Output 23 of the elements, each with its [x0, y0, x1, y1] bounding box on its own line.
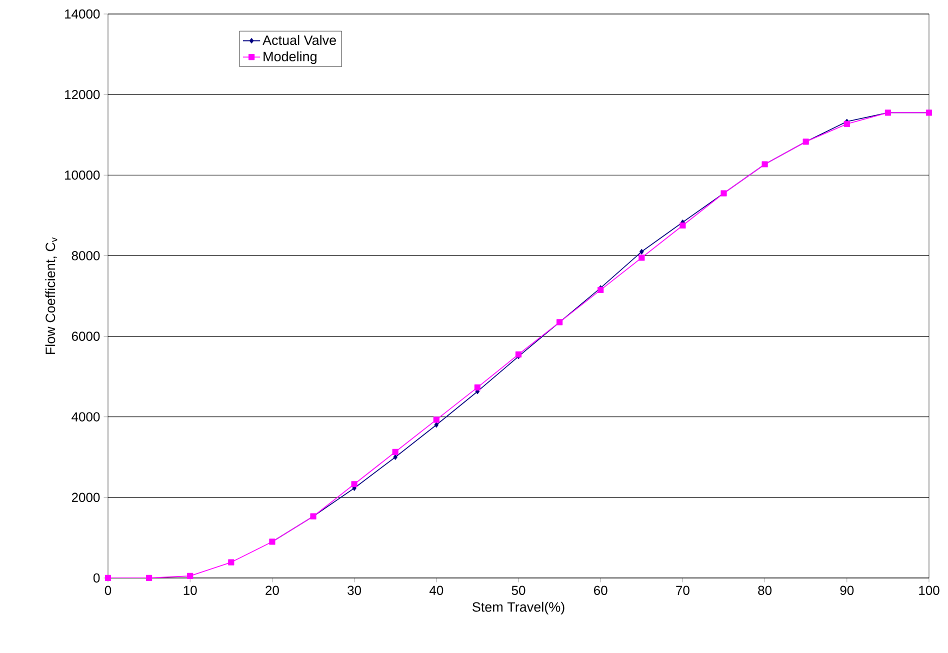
y-tick-label: 10000: [65, 170, 100, 180]
x-tick-label: 10: [184, 586, 197, 595]
y-axis-title: Flow Coefficient, C$_{v}$: [45, 237, 58, 354]
y-tick-label: 14000: [65, 9, 100, 19]
y-tick-label: 12000: [65, 90, 100, 100]
x-tick-label: 60: [594, 586, 608, 595]
x-tick-label: 50: [512, 586, 526, 595]
y-tick-label: 0: [93, 573, 100, 583]
x-tick-label: 30: [348, 586, 362, 595]
x-tick-label: 0: [104, 586, 112, 595]
x-tick-label: 90: [840, 586, 854, 595]
x-tick-label: 40: [429, 586, 444, 595]
x-tick-label: 70: [676, 586, 690, 595]
y-tick-label: 2000: [72, 492, 100, 502]
legend-label: Actual Valve: [262, 35, 336, 46]
x-axis-title: Stem Travel(%): [472, 602, 564, 614]
legend-label: Modeling: [264, 51, 316, 64]
x-tick-label: 80: [758, 586, 772, 595]
x-tick-label: 20: [266, 586, 279, 595]
y-tick-label: 8000: [72, 251, 100, 260]
x-tick-label: 100: [919, 586, 940, 595]
y-tick-label: 4000: [72, 412, 100, 422]
y-tick-label: 6000: [72, 332, 100, 341]
